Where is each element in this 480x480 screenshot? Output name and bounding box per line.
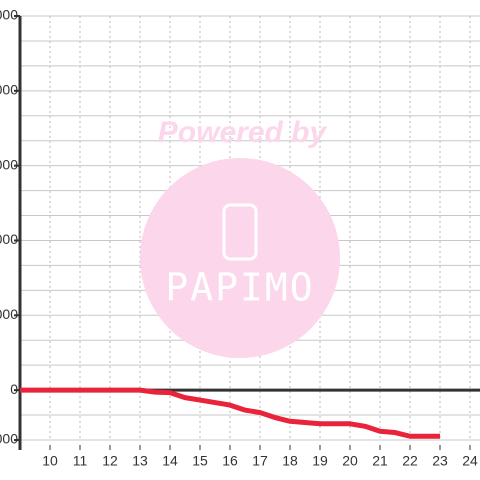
- x-tick-label: 11: [73, 453, 88, 469]
- x-tick-label: 19: [312, 453, 328, 469]
- watermark-icon: [222, 203, 258, 261]
- x-tick-label: 14: [162, 453, 178, 469]
- y-tick-label: 0: [10, 381, 18, 397]
- watermark-brand: PAPIMO: [165, 266, 314, 310]
- x-tick-label: 21: [372, 453, 388, 469]
- x-tick-label: 20: [342, 453, 358, 469]
- y-tick-label: 30,000: [0, 306, 18, 322]
- y-tick-label: 120,000: [0, 82, 18, 98]
- y-tick-label: -20,000: [0, 431, 18, 447]
- x-tick-label: 22: [402, 453, 418, 469]
- watermark: Powered by PAPIMO: [140, 116, 340, 358]
- x-tick-label: 23: [432, 453, 448, 469]
- y-tick-label: 150,000: [0, 7, 18, 23]
- x-tick-label: 17: [252, 453, 268, 469]
- x-tick-label: 24: [462, 453, 478, 469]
- x-tick-label: 15: [192, 453, 208, 469]
- y-tick-label: 60,000: [0, 231, 18, 247]
- x-tick-label: 12: [102, 453, 118, 469]
- line-series: [20, 387, 441, 439]
- x-tick-label: 18: [282, 453, 298, 469]
- watermark-title: Powered by: [158, 116, 328, 149]
- x-tick-label: 16: [222, 453, 238, 469]
- x-tick-label: 13: [132, 453, 148, 469]
- x-tick-label: 10: [42, 453, 58, 469]
- y-tick-label: 90,000: [0, 156, 18, 172]
